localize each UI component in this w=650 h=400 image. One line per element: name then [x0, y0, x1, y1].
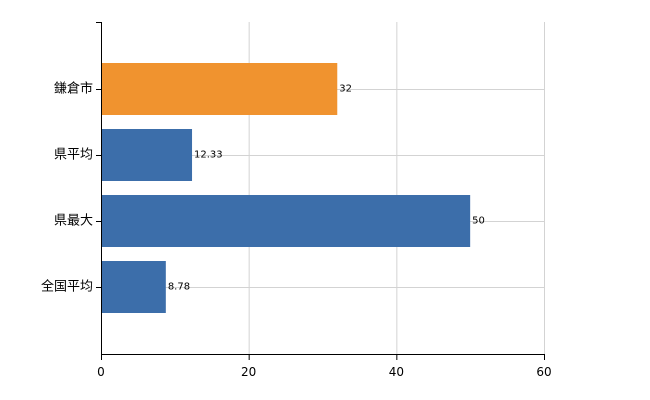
- category-label: 鎌倉市: [54, 81, 93, 97]
- bar-2: [102, 195, 471, 247]
- category-label: 全国平均: [41, 279, 93, 295]
- category-label: 県最大: [54, 214, 93, 229]
- x-tick-label: 40: [389, 365, 404, 379]
- data-label: 50: [472, 216, 485, 227]
- data-label: 32: [339, 84, 352, 95]
- bar-1: [102, 129, 193, 181]
- x-tick-label: 20: [241, 365, 256, 379]
- axis-layer: [96, 22, 545, 360]
- x-tick-label: 60: [536, 365, 551, 379]
- x-tick-label: 0: [97, 365, 105, 379]
- data-label: 8.78: [168, 282, 190, 293]
- data-label: 12.33: [194, 150, 223, 161]
- category-label: 県平均: [54, 148, 93, 163]
- bar-3: [102, 261, 166, 313]
- bar-0: [102, 63, 338, 115]
- bars-layer: [102, 63, 471, 313]
